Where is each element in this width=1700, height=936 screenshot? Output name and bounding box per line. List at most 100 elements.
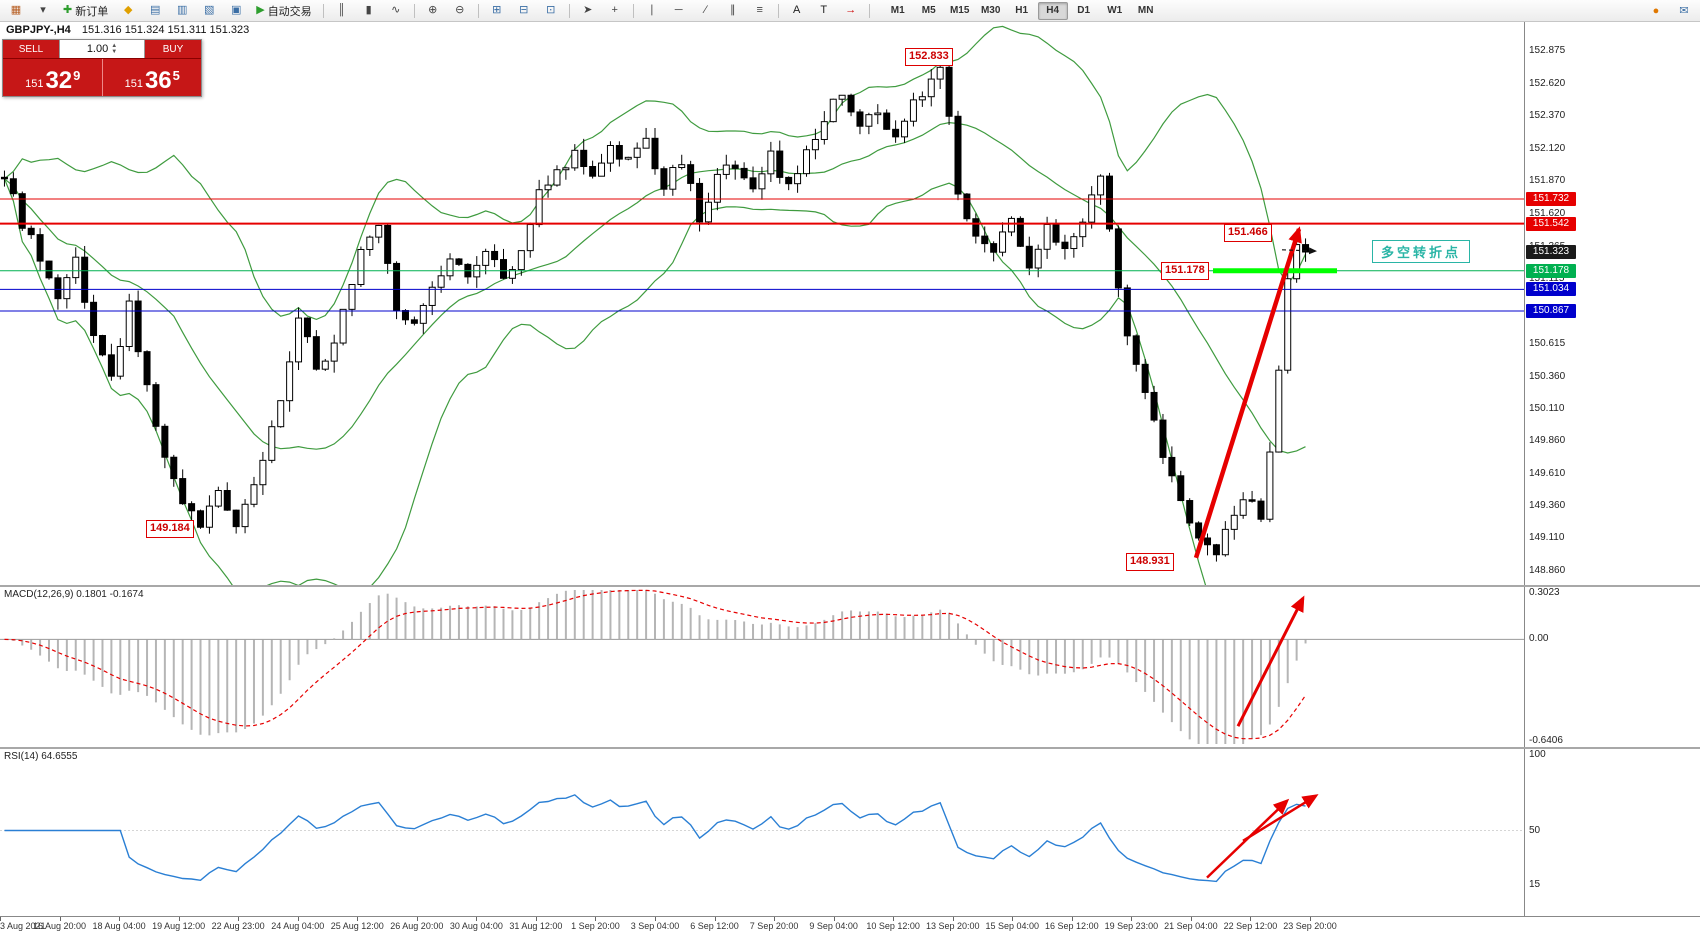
terminal-icon[interactable]: ▣ [223, 1, 249, 21]
timeframe-m1[interactable]: M1 [890, 5, 905, 16]
rsi-panel[interactable]: RSI(14) 64.6555 [0, 749, 1524, 916]
tile-windows-icon[interactable]: ⊞ [484, 1, 510, 21]
candlestick-chart-icon[interactable]: ▮ [356, 1, 382, 21]
date-tick [595, 917, 597, 921]
rsi-plot-area[interactable] [0, 749, 1524, 916]
timeframe-d1[interactable]: D1 [1077, 5, 1091, 16]
panel-divider[interactable] [0, 585, 1700, 587]
macd-trend-arrow[interactable] [1236, 595, 1305, 727]
notification-icon[interactable]: ● [1652, 4, 1660, 17]
tile-windows-icon: ⊞ [492, 4, 502, 16]
new-order-icon: ✚ [63, 4, 73, 16]
price-tag: 151.178 [1526, 263, 1576, 278]
channel-icon[interactable]: ∥ [720, 1, 746, 21]
fibonacci-icon[interactable]: ≡ [747, 1, 773, 21]
mql5-icon[interactable]: ◆ [115, 1, 141, 21]
navigator-icon[interactable]: ▧ [196, 1, 222, 21]
market-watch-icon[interactable]: ▤ [142, 1, 168, 21]
price-axis[interactable]: 152.875 152.620 152.370 152.120 151.870 151.6… [1524, 22, 1700, 585]
ask-prefix: 151 [124, 78, 143, 90]
new-chart-icon[interactable]: ▦ [3, 1, 29, 21]
stepper-down-icon[interactable]: ▼ [111, 49, 118, 55]
macd-axis[interactable]: 0.3023 0.00 -0.6406 [1524, 587, 1700, 747]
bar-chart-icon[interactable]: ║ [329, 1, 355, 21]
cascade-windows-icon[interactable]: ⊟ [511, 1, 537, 21]
date-label: 1 Sep 20:00 [571, 921, 620, 931]
trendline-icon[interactable]: ∕ [693, 1, 719, 21]
bid-main: 32 [45, 67, 73, 94]
arrow-tool-icon[interactable]: → [838, 1, 864, 21]
timeframe-h4[interactable]: H4 [1037, 1, 1068, 20]
rsi-trend-arrow[interactable] [1242, 794, 1319, 842]
macd-scale-value: 0.3023 [1529, 587, 1560, 598]
timeframe-h1[interactable]: H1 [1015, 5, 1029, 16]
text-icon[interactable]: A [784, 1, 810, 21]
mql5-icon: ◆ [123, 4, 133, 16]
chart-ohlc-values: 151.316 151.324 151.311 151.323 [81, 24, 250, 36]
zoom-out-icon: ⊖ [455, 4, 465, 16]
rsi-axis[interactable]: 100 50 15 [1524, 749, 1700, 916]
crosshair-icon[interactable]: + [602, 1, 628, 21]
chart-plot-area[interactable] [0, 22, 1524, 585]
candlestick-chart-icon: ▮ [365, 4, 372, 16]
buy-price-button[interactable]: 151 36 5 [101, 59, 201, 96]
crosshair-icon: + [611, 4, 618, 16]
trend-arrow[interactable] [1193, 226, 1302, 559]
volume-input[interactable]: 1.00 ▲ ▼ [59, 40, 145, 58]
timeframe-m15[interactable]: M15 [949, 5, 970, 16]
line-chart-icon[interactable]: ∿ [383, 1, 409, 21]
date-label: 10 Sep 12:00 [866, 921, 920, 931]
date-tick [297, 917, 299, 921]
zoom-out-icon[interactable]: ⊖ [447, 1, 473, 21]
date-label: 9 Sep 04:00 [809, 921, 858, 931]
macd-plot-area[interactable] [0, 587, 1524, 747]
price-annotation[interactable]: 149.184 [146, 519, 194, 538]
price-annotation[interactable]: 151.178 [1161, 261, 1209, 280]
one-click-trading-panel: SELL 1.00 ▲ ▼ BUY 151 32 9 151 36 5 [2, 39, 202, 97]
date-label: 3 Sep 04:00 [630, 921, 680, 931]
timeframe-m30[interactable]: M30 [980, 5, 1001, 16]
price-tick: 151.115 [1529, 272, 1565, 284]
trendline-icon: ∕ [704, 4, 707, 16]
price-annotation[interactable]: 148.931 [1126, 552, 1174, 571]
autotrading-button[interactable]: ▶ 自动交易 [250, 1, 317, 21]
date-label: 7 Sep 20:00 [749, 921, 799, 931]
stepper-up-icon[interactable]: ▲ [111, 43, 118, 49]
price-tag: 151.732 [1526, 192, 1576, 207]
turning-point-label[interactable]: 多空转折点 [1372, 240, 1471, 264]
new-order-button[interactable]: ✚ 新订单 [57, 1, 114, 21]
date-label: 13 Sep 20:00 [925, 921, 980, 931]
date-tick [476, 917, 478, 921]
volume-stepper[interactable]: ▲ ▼ [111, 43, 117, 55]
vertical-line-icon[interactable]: ∣ [639, 1, 665, 21]
cursor-icon[interactable]: ➤ [575, 1, 601, 21]
date-label: 23 Sep 20:00 [1283, 921, 1337, 931]
sell-price-button[interactable]: 151 32 9 [3, 59, 102, 96]
timeframe-w1[interactable]: W1 [1107, 5, 1123, 16]
trend-arrow[interactable] [1281, 247, 1317, 255]
horizontal-line-icon[interactable]: ─ [666, 1, 692, 21]
panel-divider[interactable] [0, 747, 1700, 749]
label-icon[interactable]: T [811, 1, 837, 21]
toolbar-separator [777, 3, 779, 18]
main-chart-panel[interactable]: GBPJPY-,H4 151.316 151.324 151.311 151.3… [0, 22, 1524, 585]
new-chart-icon: ▦ [10, 4, 22, 16]
chart-dropdown-icon[interactable]: ▾ [30, 1, 56, 21]
buy-button[interactable]: BUY [145, 40, 201, 58]
data-window-icon[interactable]: ▥ [169, 1, 195, 21]
mail-icon[interactable]: ✉ [1679, 5, 1689, 17]
pivot-highlight-segment[interactable] [1213, 268, 1337, 274]
zoom-in-icon[interactable]: ⊕ [420, 1, 446, 21]
arrange-windows-icon[interactable]: ⊡ [538, 1, 564, 21]
price-annotation[interactable]: 151.466 [1224, 224, 1272, 243]
time-axis[interactable]: 3 Aug 2021 16 Aug 20:00 18 Aug 04:00 19 Aug… [0, 916, 1700, 936]
macd-panel[interactable]: MACD(12,26,9) 0.1801 -0.1674 [0, 587, 1524, 747]
toolbar-separator [632, 3, 634, 18]
date-label: 6 Sep 12:00 [690, 921, 739, 931]
timeframe-mn[interactable]: MN [1137, 5, 1154, 16]
date-label: 16 Sep 12:00 [1045, 921, 1099, 931]
chart-dropdown-icon: ▾ [40, 4, 46, 16]
price-annotation[interactable]: 152.833 [905, 47, 953, 66]
timeframe-m5[interactable]: M5 [921, 5, 936, 16]
sell-button[interactable]: SELL [3, 40, 59, 58]
